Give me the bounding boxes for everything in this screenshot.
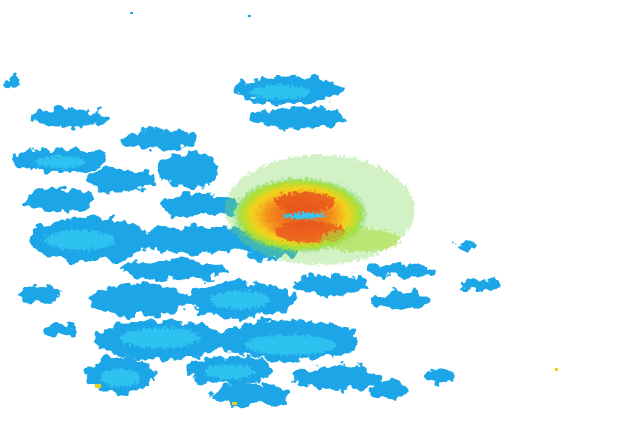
storm-core — [225, 155, 415, 265]
isolated-specks — [95, 12, 558, 405]
moderate-echoes — [35, 85, 335, 387]
light-echoes — [2, 76, 500, 407]
